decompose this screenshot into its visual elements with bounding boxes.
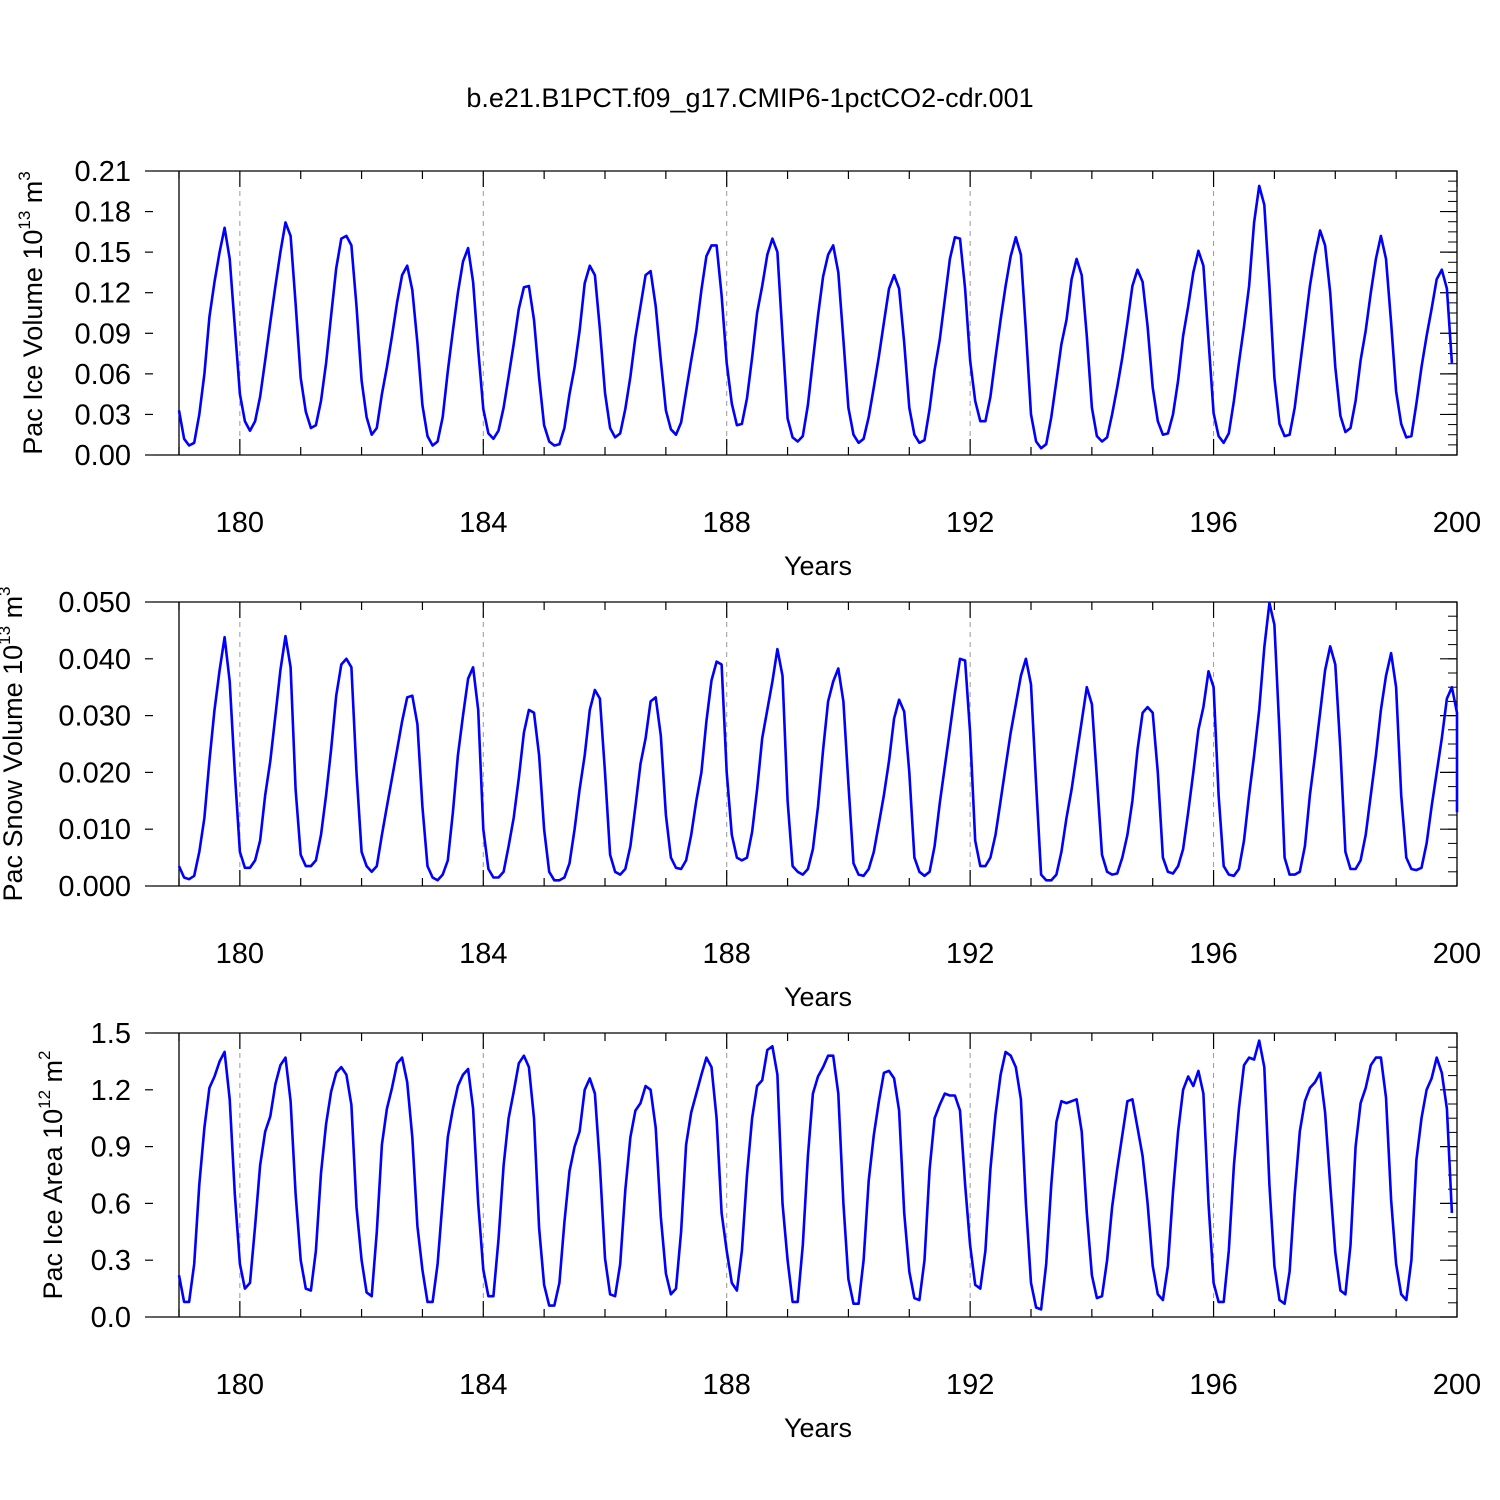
- y-tick-label: 0.040: [58, 644, 131, 676]
- x-axis-label: Years: [784, 982, 852, 1012]
- series-line: [177, 184, 1454, 450]
- x-tick-label: 200: [1433, 938, 1481, 970]
- x-tick-label: 188: [703, 938, 751, 970]
- x-tick-label: 180: [216, 507, 264, 539]
- y-tick-label: 0.000: [58, 871, 131, 903]
- y-axis-label: Pac Snow Volume 1013 m3: [0, 586, 28, 901]
- y-tick-label: 0.15: [75, 237, 131, 269]
- plot-frame: [153, 601, 1458, 887]
- panels: 180 184 188 192 196 200 0.00 0.03 0.06 0.09 0.12 0.…: [0, 156, 1481, 1443]
- x-tick-label: 192: [946, 1369, 994, 1401]
- y-axis-label: Pac Ice Area 1012 m2: [35, 1050, 68, 1299]
- y-tick-label: 0.09: [75, 318, 131, 350]
- x-tick-label: 188: [703, 1369, 751, 1401]
- x-tick-label: 196: [1189, 1369, 1237, 1401]
- y-axis-label: Pac Ice Volume 1013 m3: [15, 171, 48, 455]
- x-tick-label: 184: [459, 1369, 507, 1401]
- y-tick-label: 0.18: [75, 197, 131, 229]
- y-tick-label: 1.5: [91, 1018, 131, 1050]
- y-tick-label: 1.2: [91, 1075, 131, 1107]
- plot-frame: [153, 170, 1458, 456]
- x-axis-label: Years: [784, 1413, 852, 1443]
- x-tick-label: 180: [216, 1369, 264, 1401]
- x-tick-label: 200: [1433, 1369, 1481, 1401]
- y-tick-label: 0.00: [75, 440, 131, 472]
- x-tick-label: 180: [216, 938, 264, 970]
- x-tick-label: 188: [703, 507, 751, 539]
- panel-2: 180 184 188 192 196 200 0.000 0.010 0.020 0.030 0.…: [0, 586, 1481, 1012]
- y-tick-label: 0.050: [58, 587, 131, 619]
- x-tick-label: 184: [459, 507, 507, 539]
- y-tick-label: 0.030: [58, 701, 131, 733]
- x-tick-label: 196: [1189, 507, 1237, 539]
- x-axis-label: Years: [784, 551, 852, 581]
- x-tick-label: 200: [1433, 507, 1481, 539]
- y-tick-label: 0.03: [75, 399, 131, 431]
- panel-3: 180 184 188 192 196 200 0.0 0.3 0.6 0.9 1.2 1.5 Year…: [35, 1018, 1481, 1443]
- chart-title: b.e21.B1PCT.f09_g17.CMIP6-1pctCO2-cdr.00…: [466, 83, 1033, 113]
- y-tick-label: 0.06: [75, 359, 131, 391]
- x-tick-label: 192: [946, 507, 994, 539]
- y-tick-label: 0.0: [91, 1302, 131, 1334]
- y-tick-label: 0.21: [75, 156, 131, 188]
- y-tick-label: 0.6: [91, 1188, 131, 1220]
- y-tick-label: 0.020: [58, 757, 131, 789]
- y-tick-label: 0.9: [91, 1132, 131, 1164]
- x-tick-label: 196: [1189, 938, 1237, 970]
- y-tick-label: 0.010: [58, 814, 131, 846]
- y-tick-label: 0.12: [75, 278, 131, 310]
- x-tick-label: 192: [946, 938, 994, 970]
- x-tick-label: 184: [459, 938, 507, 970]
- panel-1: 180 184 188 192 196 200 0.00 0.03 0.06 0.09 0.12 0.…: [15, 156, 1481, 581]
- series-line: [177, 1039, 1454, 1311]
- series-line: [177, 601, 1459, 882]
- plot-frame: [153, 1032, 1458, 1318]
- y-tick-label: 0.3: [91, 1245, 131, 1277]
